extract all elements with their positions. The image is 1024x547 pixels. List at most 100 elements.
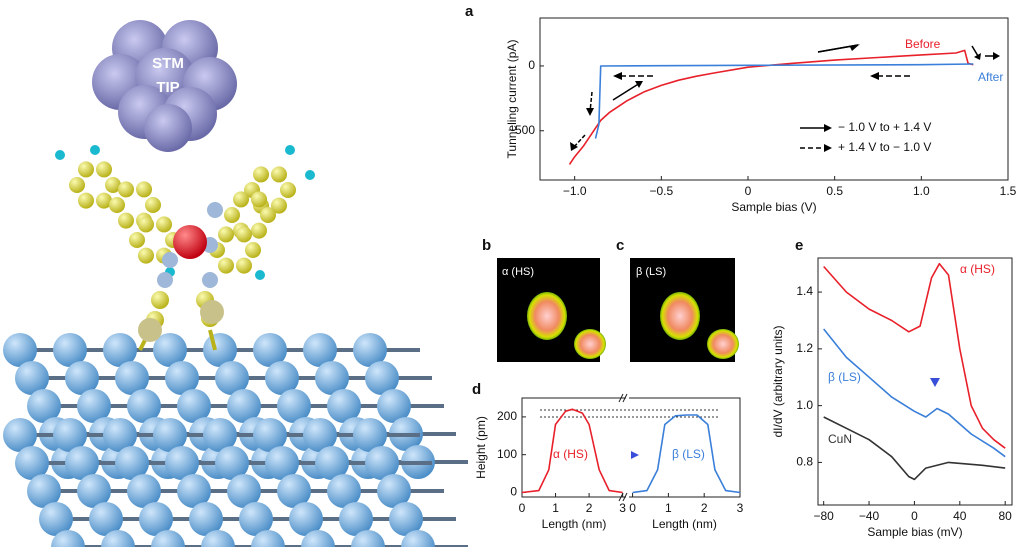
bond [208,329,217,351]
stm-tip: STM TIP [92,20,237,152]
x-tick-label: 0.5 [826,184,843,198]
atom [236,257,252,274]
blob [660,292,700,340]
atom [277,389,311,423]
atom [224,207,240,223]
atom [271,166,287,183]
legend-label: + 1.4 V to − 1.0 V [838,140,931,154]
x-tick-label: 0 [745,184,752,198]
y-axis-label: Tunneling current (pA) [505,40,519,159]
series-label: Before [905,37,941,51]
atom [115,361,149,395]
axis-break [618,393,624,403]
blob [707,329,739,359]
blob [574,329,606,359]
atom [55,150,65,160]
atom [118,212,134,229]
axis-break [622,492,628,502]
atom [90,145,100,155]
atom [303,418,337,452]
atom [260,207,276,223]
series-line [594,63,974,139]
series-line [521,408,623,494]
x-axis-label: Sample bias (V) [731,200,816,214]
atom [353,333,387,367]
series-label: α (HS) [960,262,995,276]
molecule [55,145,315,351]
y-tick-label: 100 [497,447,517,461]
image-caption: α (HS) [502,266,534,278]
atom [227,389,261,423]
x-tick-label: 3 [619,501,626,515]
atom [236,226,252,243]
atom [96,161,112,178]
atom [165,361,199,395]
series-line [823,328,1006,458]
atom [239,502,273,536]
atom [389,502,423,536]
atom [245,242,261,258]
atom [253,166,269,183]
atom [251,222,267,239]
atom [65,361,99,395]
x-tick-label: 1 [552,501,559,515]
atom [265,361,299,395]
x-tick-label: 2 [586,501,593,515]
y-tick-label: 1.0 [796,398,813,412]
atom [27,474,61,508]
substrate [3,333,468,547]
illustration: STM TIP [3,20,468,547]
atom [139,502,173,536]
atom [203,418,237,452]
atom [151,530,185,547]
atom [253,418,287,452]
atom [327,474,361,508]
atom [101,530,135,547]
x-tick-label: 80 [999,509,1013,523]
panel-label: b [482,237,491,254]
series-label: α (HS) [553,447,588,461]
tip-label: TIP [156,79,179,96]
atom [215,446,249,480]
plot-frame [817,257,1013,506]
series-line [568,49,974,165]
y-tick-label: 0.8 [796,455,813,469]
atom [105,177,121,193]
atom [377,474,411,508]
y-axis-label: dI/dV (arbitrary units) [771,325,785,437]
atom [301,530,335,547]
atom [353,418,387,452]
blob [527,292,567,340]
y-tick-label: 200 [497,409,517,423]
x-tick-label: −40 [859,509,880,523]
atom [78,192,94,209]
plot-frame [521,397,626,498]
series-line [823,262,1006,449]
atom [51,530,85,547]
x-tick-label: 0 [911,509,918,523]
x-axis-label: Length (nm) [652,517,717,531]
atom [3,418,37,452]
plot-frame [539,17,1009,181]
atom [96,192,112,209]
y-tick-label: 1.2 [796,341,813,355]
atom [109,197,125,213]
atom [127,389,161,423]
atom [162,252,178,268]
atom [200,300,224,324]
metal-atom [173,225,207,259]
legend-arrow [824,144,832,152]
atom [339,502,373,536]
y-tick-label: 0 [510,485,517,499]
axis-break [622,393,628,403]
atom [255,270,265,280]
atom [115,446,149,480]
atom [277,474,311,508]
x-tick-label: 3 [737,501,744,515]
atom [15,361,49,395]
atom [177,474,211,508]
atom [145,197,161,213]
panel-label: a [465,3,474,20]
atom [138,318,162,342]
